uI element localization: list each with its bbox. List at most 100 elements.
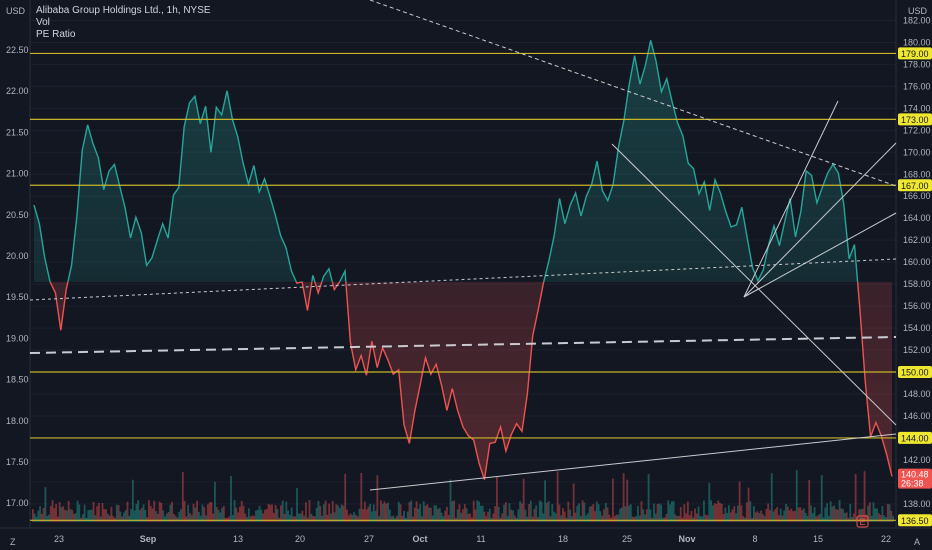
volume-bar [288,514,291,522]
volume-bar [645,509,648,522]
volume-bar [235,507,238,522]
right-axis-tick-label: 166.00 [903,191,931,201]
volume-bar [421,516,423,522]
symbol-title[interactable]: Alibaba Group Holdings Ltd., 1h, NYSE [36,5,211,16]
right-axis-tick-label: 174.00 [903,103,931,113]
left-currency-label[interactable]: USD [6,6,26,16]
volume-bar [537,517,539,522]
volume-bar [742,515,745,522]
x-axis-tick-label: Nov [678,534,695,544]
log-scale-toggle[interactable]: Z [10,537,16,547]
pe-ratio-indicator-label[interactable]: PE Ratio [36,29,76,40]
volume-bar [215,506,218,522]
volume-bar [861,508,864,522]
right-currency-label[interactable]: USD [908,6,928,16]
volume-bar [299,513,302,522]
volume-bar [653,503,655,522]
right-axis-tick-label: 154.00 [903,323,931,333]
volume-bar [765,508,768,522]
volume-bar [128,515,131,522]
right-axis-tick-label: 178.00 [903,59,931,69]
volume-bar [877,513,880,522]
volume-bar [540,501,543,522]
volume-bar [629,504,632,522]
volume-bar [290,507,293,522]
volume-bar [665,514,668,522]
volume-bar [135,503,138,522]
volume-bar [39,506,41,522]
x-axis-tick-label: 11 [476,534,485,544]
volume-bar [753,506,755,522]
volume-bar [96,506,99,522]
volume-indicator-label[interactable]: Vol [36,17,50,28]
volume-bar [456,509,459,522]
volume-bar [105,509,107,522]
volume-bar [139,510,141,522]
volume-bar [388,509,391,522]
volume-bar [683,504,686,522]
right-axis-tick-label: 182.00 [903,15,931,25]
volume-bar [46,515,49,522]
volume-bar [679,507,682,522]
volume-bar [130,509,132,522]
chart-legend: Alibaba Group Holdings Ltd., 1h, NYSE Vo… [36,5,211,41]
x-axis-tick-label: 20 [295,534,305,544]
volume-bar [189,513,191,522]
volume-bar [836,509,839,522]
volume-bar [465,508,468,522]
volume-bar [463,504,466,522]
level-price-tag [898,514,932,527]
volume-bar [117,505,120,522]
volume-bar [521,503,523,522]
volume-bar [769,510,771,522]
right-axis-tick-label: 168.00 [903,169,931,179]
volume-bar [786,506,789,522]
volume-bar [576,505,579,522]
volume-bar [570,516,573,522]
volume-bar [349,513,352,522]
level-price-label: 173.00 [901,115,929,125]
right-axis-tick-label: 162.00 [903,235,931,245]
volume-bar [444,510,447,522]
left-axis-tick-label: 22.50 [6,45,29,55]
level-price-tag [898,47,932,60]
x-axis-tick-label: 25 [622,534,632,544]
volume-bar [214,481,216,522]
bar-countdown-label: 26:38 [901,479,924,489]
earnings-marker-icon [856,515,869,528]
auto-scale-toggle[interactable]: A [914,537,921,547]
volume-bar [317,500,320,522]
volume-bar [403,510,406,522]
volume-bar [387,502,389,522]
volume-bar [747,487,750,522]
volume-bar [410,500,413,522]
volume-bar [258,505,261,522]
volume-bar [40,513,43,522]
volume-bar [187,504,190,522]
volume-bar [196,500,198,522]
level-price-tag [898,366,932,379]
volume-bar [799,507,802,522]
volume-bar [378,516,381,522]
volume-bar [451,501,454,522]
volume-bar [533,508,536,522]
volume-bar [842,509,845,522]
volume-bar [658,503,661,522]
volume-bar [353,511,356,522]
volume-bar [269,504,272,522]
volume-bar [738,481,741,522]
volume-bar [137,500,140,522]
last-price-tag [898,468,932,489]
volume-bar [777,515,780,522]
volume-bar [315,507,318,522]
volume-bar [149,505,152,522]
volume-bar [692,517,695,522]
volume-bar [478,501,480,522]
volume-bar [355,514,357,522]
volume-bar [599,511,602,522]
volume-bar [708,482,711,522]
volume-bar [551,504,554,522]
volume-bar [510,509,513,522]
volume-bar [674,514,677,522]
